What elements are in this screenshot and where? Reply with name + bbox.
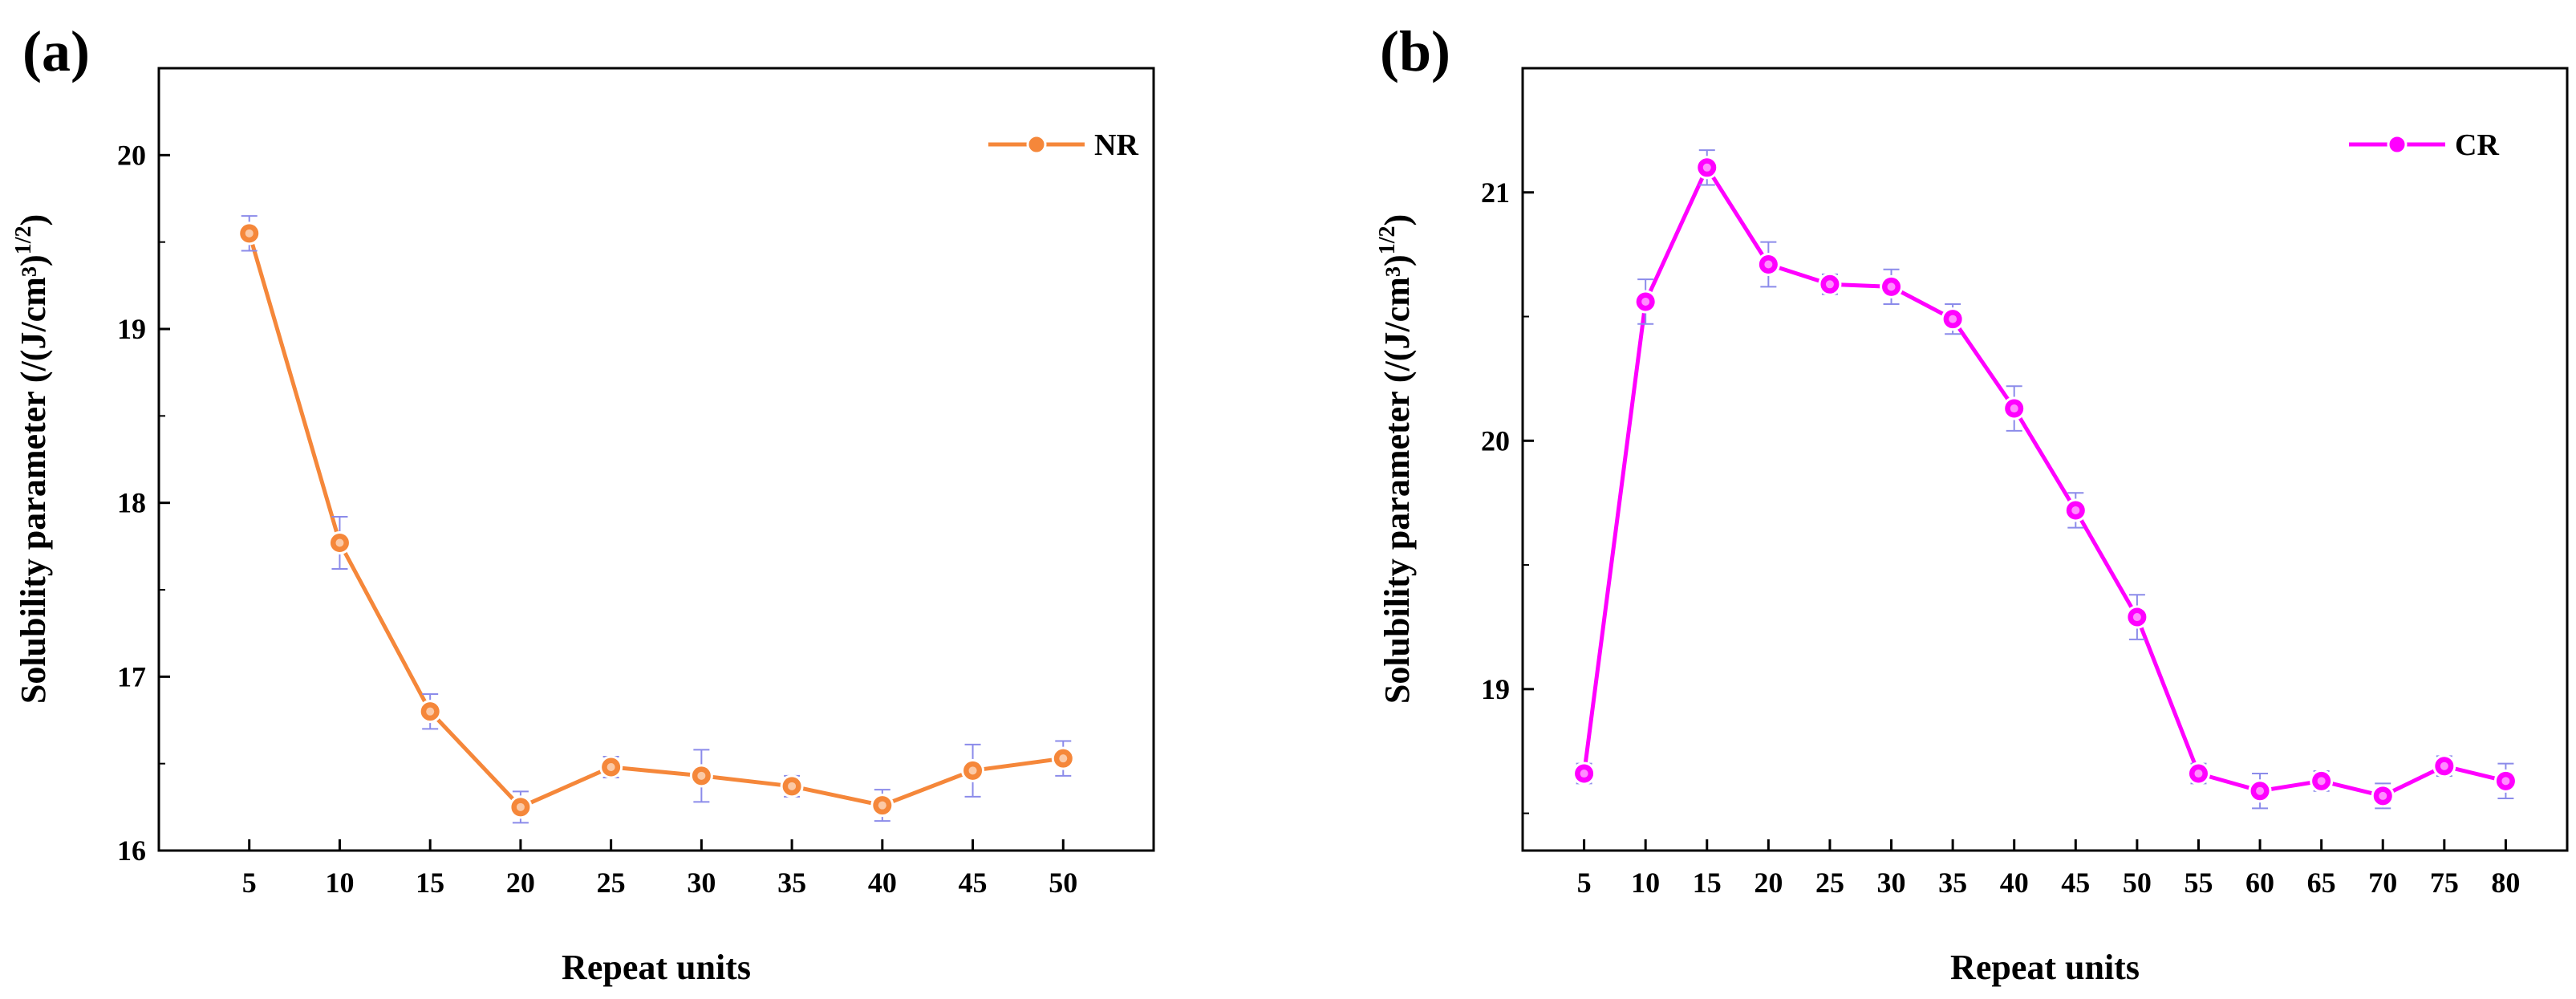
series-line-nr [247, 233, 1064, 810]
x-tick-label-b-15: 80 [2491, 867, 2520, 899]
data-point-highlight-cr-15 [2501, 777, 2510, 786]
legend-b: CR [2349, 128, 2499, 162]
data-point-highlight-cr-7 [2010, 404, 2018, 413]
x-axis-title-a: Repeat units [562, 948, 751, 987]
legend-a: NR [988, 128, 1138, 162]
data-point-highlight-cr-8 [2071, 506, 2080, 514]
x-tick-label-a-2: 15 [416, 867, 444, 899]
x-tick-label-b-9: 50 [2123, 867, 2152, 899]
x-tick-label-b-6: 35 [1938, 867, 1967, 899]
data-point-highlight-cr-10 [2194, 770, 2203, 778]
x-tick-label-b-14: 75 [2430, 867, 2459, 899]
chart-panel-a: (a) 16 17 18 19 20 5 10 15 20 25 30 35 40 45 50 Repea… [11, 19, 1155, 987]
data-point-highlight-cr-14 [2440, 761, 2448, 770]
x-tick-label-a-5: 30 [687, 867, 716, 899]
y-axis-title-b: Solubility parameter (/(J/cm³)1/2) [1375, 214, 1417, 704]
series-line-cr [1582, 165, 2506, 798]
x-tick-label-b-10: 55 [2184, 867, 2213, 899]
data-point-highlight-cr-12 [2317, 777, 2326, 786]
data-point-highlight-nr-2 [426, 707, 435, 716]
x-tick-label-b-13: 70 [2368, 867, 2397, 899]
x-tick-label-b-3: 20 [1754, 867, 1783, 899]
y-tick-label-a-0: 16 [117, 835, 146, 867]
data-point-highlight-cr-11 [2256, 786, 2265, 795]
data-point-highlight-cr-4 [1825, 280, 1834, 289]
x-tick-label-a-9: 50 [1049, 867, 1077, 899]
data-point-highlight-nr-3 [516, 802, 525, 811]
data-point-highlight-nr-7 [878, 801, 886, 810]
x-tick-label-a-7: 40 [868, 867, 897, 899]
data-point-highlight-nr-4 [606, 763, 615, 771]
data-point-highlight-nr-8 [968, 766, 977, 775]
x-tick-label-a-8: 45 [959, 867, 988, 899]
data-point-highlight-cr-13 [2379, 791, 2387, 800]
x-tick-label-a-3: 20 [506, 867, 535, 899]
y-tick-label-b-1: 20 [1481, 424, 1510, 457]
data-point-highlight-nr-0 [245, 229, 254, 238]
x-tick-label-b-4: 25 [1815, 867, 1844, 899]
plot-frame-b [1521, 67, 2569, 852]
data-point-highlight-cr-2 [1702, 163, 1711, 172]
y-tick-label-b-0: 19 [1481, 673, 1510, 705]
data-point-highlight-cr-6 [1949, 315, 1957, 323]
y-axis-title-a: Solubility parameter (/(J/cm³)1/2) [11, 214, 53, 704]
legend-marker-cr [2387, 134, 2408, 155]
x-tick-label-a-0: 5 [242, 867, 257, 899]
x-tick-label-b-1: 10 [1631, 867, 1660, 899]
panel-label-a: (a) [22, 19, 90, 83]
x-axis-title-b: Repeat units [1950, 948, 2140, 987]
x-tick-label-b-7: 40 [2000, 867, 2029, 899]
x-tick-label-b-2: 15 [1693, 867, 1722, 899]
y-tick-label-a-3: 19 [117, 313, 146, 345]
legend-marker-nr [1026, 134, 1047, 155]
data-point-highlight-nr-6 [788, 782, 797, 790]
x-tick-label-b-0: 5 [1577, 867, 1592, 899]
x-tick-label-a-4: 25 [597, 867, 626, 899]
x-tick-label-a-1: 10 [325, 867, 354, 899]
x-tick-label-b-5: 30 [1877, 867, 1906, 899]
data-point-highlight-nr-9 [1059, 754, 1068, 763]
data-point-highlight-cr-5 [1887, 282, 1896, 291]
data-point-highlight-nr-1 [335, 538, 344, 547]
panel-label-b: (b) [1380, 19, 1450, 83]
y-tick-label-a-4: 20 [117, 139, 146, 171]
y-tick-label-a-2: 18 [117, 487, 146, 519]
data-point-highlight-cr-0 [1580, 770, 1588, 778]
legend-label-nr: NR [1094, 128, 1138, 162]
x-tick-label-a-6: 35 [777, 867, 806, 899]
plot-frame-a [157, 67, 1155, 852]
x-tick-label-b-11: 60 [2245, 867, 2274, 899]
chart-panel-b: (b) 19 20 21 5 10 15 20 25 30 35 40 45 50 55 60 65 70 75… [1375, 19, 2569, 987]
data-point-highlight-cr-9 [2132, 613, 2141, 622]
data-point-highlight-cr-3 [1764, 260, 1773, 269]
x-tick-label-b-12: 65 [2307, 867, 2336, 899]
y-tick-label-b-2: 21 [1481, 177, 1510, 209]
data-point-highlight-nr-5 [697, 771, 706, 780]
data-point-highlight-cr-1 [1641, 297, 1650, 306]
y-tick-label-a-1: 17 [117, 660, 146, 692]
legend-label-cr: CR [2455, 128, 2499, 162]
x-tick-label-b-8: 45 [2061, 867, 2090, 899]
